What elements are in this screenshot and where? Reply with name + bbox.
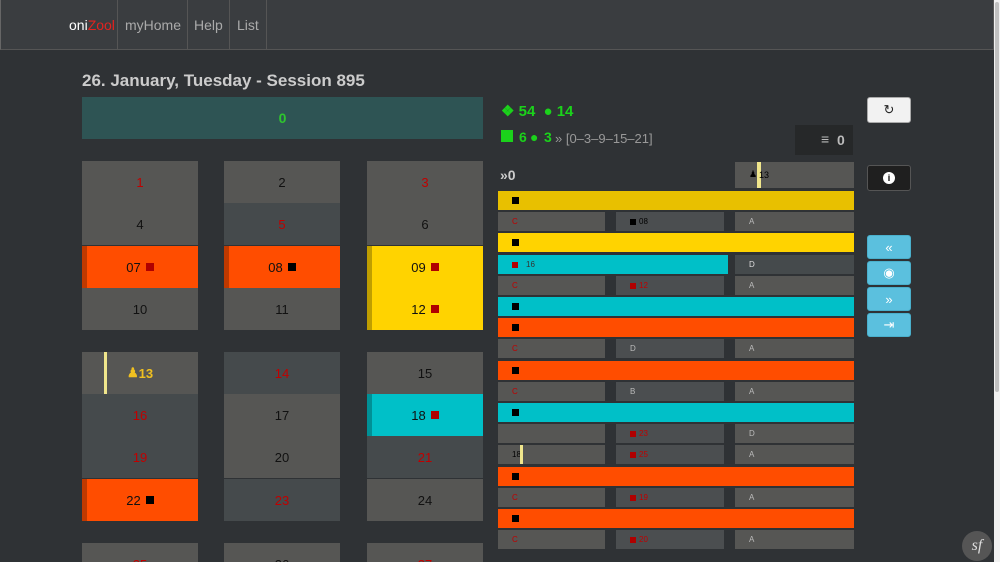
- db-box: ≡ 0: [795, 125, 853, 155]
- seat-1[interactable]: 1: [82, 161, 198, 203]
- double-left-icon: «: [885, 239, 893, 255]
- view-button[interactable]: ◉: [867, 261, 911, 285]
- timeline-row[interactable]: 23 D: [498, 424, 854, 443]
- status-square: [145, 496, 154, 504]
- db-count: 0: [837, 132, 845, 148]
- seat-13[interactable]: ♟ 13: [82, 352, 198, 394]
- session-banner[interactable]: 0: [82, 97, 483, 139]
- forward-queue: »0: [500, 167, 516, 183]
- marker-icon: ●: [543, 103, 553, 120]
- seat-27[interactable]: 27: [367, 543, 483, 562]
- seat-24[interactable]: 24: [367, 479, 483, 521]
- seat-4[interactable]: 4: [82, 203, 198, 245]
- square-icon: [501, 130, 513, 142]
- sequence-text: » [0–3–9–15–21]: [555, 131, 653, 146]
- stats-count-d: 3: [544, 129, 552, 145]
- status-square: [287, 263, 296, 271]
- timeline-row[interactable]: [498, 509, 854, 528]
- timeline-row[interactable]: [498, 297, 854, 316]
- status-square: [145, 263, 154, 271]
- info-button[interactable]: i: [867, 165, 911, 191]
- seat-11[interactable]: 11: [224, 288, 340, 330]
- nav-help[interactable]: Help: [194, 17, 223, 33]
- timeline-row[interactable]: 18 25 A: [498, 445, 854, 464]
- eye-icon: ◉: [883, 265, 895, 280]
- status-square: [430, 305, 439, 313]
- seat-09[interactable]: 09: [367, 246, 483, 288]
- timeline-row[interactable]: C 19 A: [498, 488, 854, 507]
- seat-20[interactable]: 20: [224, 436, 340, 478]
- forward-button[interactable]: »: [867, 287, 911, 311]
- timeline-row[interactable]: [498, 191, 854, 210]
- money-icon: ❖: [501, 103, 515, 120]
- seat-3[interactable]: 3: [367, 161, 483, 203]
- seat-16[interactable]: 16: [82, 394, 198, 436]
- seat-07[interactable]: 07: [82, 246, 198, 288]
- seat-21[interactable]: 21: [367, 436, 483, 478]
- timeline-row[interactable]: D 16: [498, 255, 854, 274]
- seat-08[interactable]: 08: [224, 246, 340, 288]
- stats-line-1: ❖ 54 ● 14: [501, 103, 574, 120]
- seat-10[interactable]: 10: [82, 288, 198, 330]
- info-icon: i: [883, 172, 895, 184]
- seat-15[interactable]: 15: [367, 352, 483, 394]
- nav-myhome[interactable]: myHome: [125, 17, 182, 33]
- brand-logo[interactable]: oniZool: [69, 17, 115, 33]
- nav-list[interactable]: List: [237, 17, 259, 33]
- user-slot[interactable]: ♟ 13: [735, 162, 854, 188]
- database-icon: ≡: [821, 131, 830, 147]
- seat-14[interactable]: 14: [224, 352, 340, 394]
- leaf-icon: ●: [530, 129, 539, 145]
- page-title: 26. January, Tuesday - Session 895: [82, 71, 365, 90]
- seat-5[interactable]: 5: [224, 203, 340, 245]
- top-navbar: oniZool myHome Help List: [0, 0, 994, 50]
- seat-22[interactable]: 22: [82, 479, 198, 521]
- timeline-row[interactable]: [498, 233, 854, 252]
- refresh-button[interactable]: ↻: [867, 97, 911, 123]
- timeline-row[interactable]: [498, 403, 854, 422]
- user-icon: ♟: [126, 365, 139, 380]
- seat-25[interactable]: 25: [82, 543, 198, 562]
- double-right-icon: »: [885, 291, 893, 307]
- status-square: [430, 263, 439, 271]
- sign-out-icon: ⇥: [883, 317, 895, 332]
- seat-18[interactable]: 18: [367, 394, 483, 436]
- timeline-row[interactable]: [498, 318, 854, 337]
- status-square: [430, 411, 439, 419]
- refresh-icon: ↻: [883, 102, 895, 117]
- timeline-row[interactable]: [498, 467, 854, 486]
- symfony-icon[interactable]: sf: [962, 531, 992, 561]
- timeline-row[interactable]: C 20 A: [498, 530, 854, 549]
- scrollbar-thumb[interactable]: [995, 2, 999, 392]
- rewind-button[interactable]: «: [867, 235, 911, 259]
- seat-6[interactable]: 6: [367, 203, 483, 245]
- seat-2[interactable]: 2: [224, 161, 340, 203]
- user-icon: ♟: [749, 169, 758, 179]
- seat-23[interactable]: 23: [224, 479, 340, 521]
- stats-count-c: 6: [519, 129, 527, 145]
- timeline-row[interactable]: C 08 A: [498, 212, 854, 231]
- timeline-row[interactable]: [498, 361, 854, 380]
- seat-26[interactable]: 26: [224, 543, 340, 562]
- user-count: 13: [759, 170, 770, 180]
- seat-17[interactable]: 17: [224, 394, 340, 436]
- seat-19[interactable]: 19: [82, 436, 198, 478]
- exit-button[interactable]: ⇥: [867, 313, 911, 337]
- seat-12[interactable]: 12: [367, 288, 483, 330]
- timeline-row[interactable]: C 12 A: [498, 276, 854, 295]
